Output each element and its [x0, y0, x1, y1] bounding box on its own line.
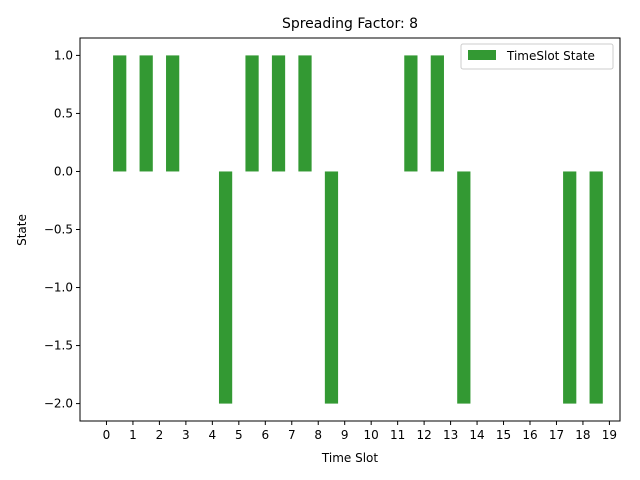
x-tick-label: 4: [209, 428, 217, 442]
bar-slot-6.5: [271, 55, 286, 172]
x-tick-label: 11: [390, 428, 405, 442]
x-axis-label: Time Slot: [321, 451, 378, 465]
legend: TimeSlot State: [460, 43, 614, 70]
x-tick-label: 1: [129, 428, 137, 442]
y-tick-label: 1.0: [54, 48, 73, 62]
plot-frame: [79, 37, 621, 422]
x-tick-label: 14: [469, 428, 484, 442]
x-tick-label: 6: [261, 428, 269, 442]
x-tick-label: 15: [496, 428, 511, 442]
x-tick-label: 7: [288, 428, 296, 442]
bar-slot-0.5: [113, 55, 127, 172]
x-tick-label: 17: [549, 428, 564, 442]
y-tick-label: −1.0: [44, 281, 73, 295]
bar-slot-1.5: [139, 55, 153, 172]
bar-slot-13.5: [457, 171, 471, 404]
x-tick-label: 3: [182, 428, 190, 442]
y-tick-label: 0.5: [54, 106, 73, 120]
y-tick-label: −1.5: [44, 339, 73, 353]
bars-group: [113, 55, 603, 404]
bar-slot-12.5: [430, 55, 444, 172]
x-ticks: 0 1 2 3 4 5 6 7 8 9 10 11 12 13 14 15 16 17 18 19: [103, 421, 617, 442]
x-tick-label: 8: [314, 428, 322, 442]
x-tick-label: 2: [156, 428, 164, 442]
x-tick-label: 12: [416, 428, 431, 442]
x-tick-label: 19: [602, 428, 617, 442]
x-tick-label: 5: [235, 428, 243, 442]
y-tick-label: −2.0: [44, 397, 73, 411]
x-tick-label: 9: [341, 428, 349, 442]
bar-slot-7.5: [298, 55, 312, 172]
legend-swatch: [468, 50, 496, 60]
legend-label: TimeSlot State: [506, 49, 595, 63]
y-tick-label: 0.0: [54, 164, 73, 178]
x-tick-label: 0: [103, 428, 111, 442]
x-tick-label: 18: [575, 428, 590, 442]
y-axis-label: State: [15, 214, 29, 246]
bar-slot-18.5: [589, 171, 603, 404]
legend-box: [460, 43, 614, 70]
bar-slot-11.5: [404, 55, 418, 172]
x-tick-label: 10: [364, 428, 379, 442]
bar-slot-17.5: [563, 171, 577, 404]
x-tick-label: 16: [522, 428, 537, 442]
y-tick-label: −0.5: [44, 223, 73, 237]
x-tick-label: 13: [443, 428, 458, 442]
chart-title: Spreading Factor: 8: [282, 16, 418, 32]
bar-slot-8.5: [324, 171, 339, 404]
bar-slot-5.5: [245, 55, 259, 172]
y-ticks: −2.0 −1.5 −1.0 −0.5 0.0 0.5 1.0: [44, 48, 80, 411]
bar-slot-2.5: [166, 55, 180, 172]
bar-slot-4.5: [218, 171, 233, 404]
